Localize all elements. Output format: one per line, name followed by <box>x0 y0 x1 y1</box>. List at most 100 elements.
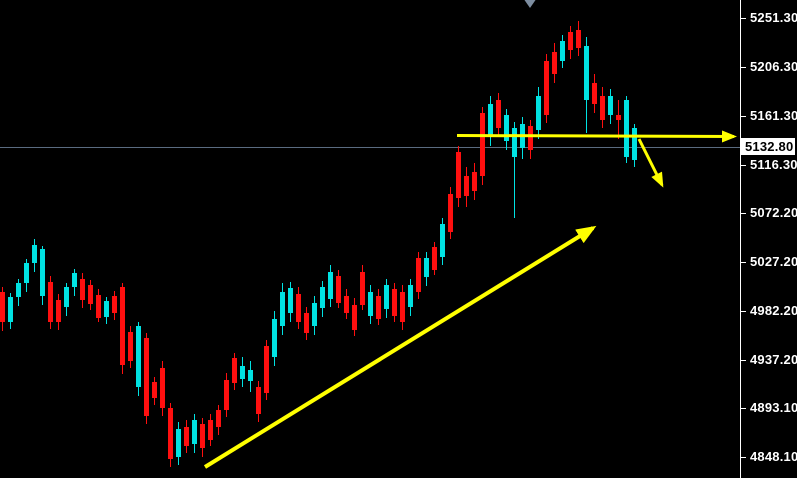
candle-body <box>528 126 533 150</box>
axis-tick <box>741 116 746 117</box>
candle-body <box>400 292 405 322</box>
candle-body <box>544 61 549 115</box>
candle-body <box>120 287 125 365</box>
candle-body <box>504 115 509 141</box>
candle-body <box>424 258 429 277</box>
candle-body <box>472 172 477 191</box>
candle-body <box>624 100 629 157</box>
axis-price-label: 5116.30 <box>750 157 797 172</box>
candle-body <box>440 224 445 257</box>
candle-body <box>560 41 565 61</box>
candle-body <box>584 46 589 100</box>
candle-body <box>616 115 621 120</box>
candle-body <box>392 289 397 316</box>
axis-price-label: 4937.20 <box>750 352 797 367</box>
candle-body <box>576 30 581 48</box>
axis-tick <box>741 213 746 214</box>
candle-wick <box>514 122 515 218</box>
candle-body <box>304 313 309 333</box>
candle-body <box>160 368 165 408</box>
candle-body <box>184 427 189 446</box>
candle-body <box>0 292 5 322</box>
candle-body <box>496 100 501 128</box>
candle-body <box>592 83 597 104</box>
candle-body <box>352 305 357 330</box>
resistance-horizontal-arrow[interactable] <box>456 130 737 143</box>
trendline-up-arrow[interactable] <box>203 225 597 469</box>
candle-body <box>280 292 285 326</box>
candle-body <box>296 294 301 322</box>
candle-body <box>376 296 381 319</box>
candle-body <box>512 128 517 157</box>
candle-body <box>312 303 317 326</box>
axis-tick <box>741 165 746 166</box>
axis-tick <box>741 311 746 312</box>
candle-body <box>368 292 373 316</box>
axis-price-label: 5206.30 <box>750 59 797 74</box>
candle-body <box>24 263 29 283</box>
candle-body <box>64 287 69 307</box>
candle-body <box>488 104 493 137</box>
down-triangle-marker-icon[interactable] <box>521 0 539 8</box>
candle-body <box>48 282 53 322</box>
candle-body <box>328 272 333 299</box>
axis-tick <box>741 18 746 19</box>
candle-body <box>168 408 173 459</box>
candle-body <box>32 245 37 263</box>
candle-body <box>600 96 605 120</box>
current-price-line <box>0 147 740 148</box>
axis-tick <box>741 262 746 263</box>
axis-price-label: 4893.10 <box>750 400 797 415</box>
candle-body <box>448 194 453 232</box>
candle-body <box>224 380 229 410</box>
axis-price-label: 5251.30 <box>750 10 797 25</box>
candle-body <box>152 382 157 398</box>
price-axis-line <box>740 0 741 478</box>
candle-body <box>256 387 261 414</box>
projection-down-arrow[interactable] <box>637 138 664 188</box>
candle-body <box>416 258 421 292</box>
candle-body <box>40 249 45 296</box>
candle-body <box>336 276 341 303</box>
candle-body <box>216 410 221 427</box>
candle-body <box>272 319 277 357</box>
candle-body <box>568 32 573 50</box>
candle-body <box>552 52 557 74</box>
current-price-badge: 5132.80 <box>741 138 795 155</box>
candle-body <box>88 285 93 304</box>
candle-body <box>56 300 61 322</box>
candle-body <box>104 301 109 317</box>
candle-body <box>80 279 85 300</box>
candle-body <box>16 283 21 297</box>
candle-body <box>200 424 205 448</box>
candle-body <box>632 128 637 160</box>
axis-price-label: 4982.20 <box>750 303 797 318</box>
candle-body <box>208 420 213 440</box>
axis-tick <box>741 67 746 68</box>
axis-price-label: 5072.20 <box>750 205 797 220</box>
candle-body <box>112 296 117 313</box>
candle-body <box>232 358 237 383</box>
candle-body <box>320 287 325 308</box>
candles-plot-area <box>0 21 637 467</box>
candle-body <box>136 326 141 387</box>
candle-body <box>96 295 101 318</box>
candle-body <box>384 285 389 309</box>
candle-body <box>240 366 245 379</box>
candle-body <box>128 332 133 361</box>
candle-body <box>8 297 13 322</box>
candle-body <box>408 285 413 307</box>
candle-body <box>536 96 541 130</box>
candle-body <box>432 247 437 270</box>
candle-body <box>464 176 469 196</box>
candle-body <box>288 288 293 313</box>
candle-body <box>144 338 149 416</box>
candle-body <box>608 96 613 115</box>
candle-body <box>176 429 181 457</box>
candle-body <box>264 346 269 393</box>
axis-tick <box>741 408 746 409</box>
candle-body <box>480 113 485 176</box>
candle-body <box>456 152 461 198</box>
